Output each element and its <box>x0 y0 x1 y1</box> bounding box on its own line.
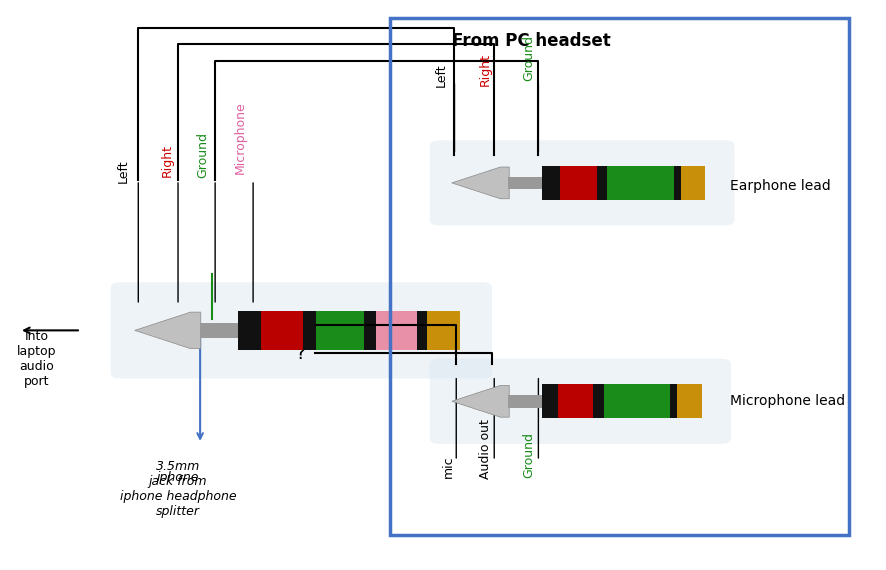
Text: Microphone lead: Microphone lead <box>730 394 845 408</box>
Bar <box>238 311 260 350</box>
Text: ?: ? <box>296 315 306 334</box>
Bar <box>199 323 238 337</box>
Text: Ground: Ground <box>196 132 209 177</box>
Text: ?: ? <box>296 344 306 363</box>
Text: Right: Right <box>160 144 174 177</box>
Bar <box>542 166 560 200</box>
Bar <box>677 384 702 418</box>
Text: Left: Left <box>116 160 129 184</box>
Text: Microphone: Microphone <box>234 101 247 174</box>
Text: 3.5mm
jack from
iphone headphone
splitter: 3.5mm jack from iphone headphone splitte… <box>120 460 237 518</box>
Text: Audio out: Audio out <box>478 420 492 479</box>
Bar <box>417 311 427 350</box>
Text: Earphone lead: Earphone lead <box>730 179 831 193</box>
Text: Left: Left <box>434 63 447 87</box>
Bar <box>558 384 593 418</box>
Text: Ground: Ground <box>523 432 536 478</box>
FancyBboxPatch shape <box>430 140 734 226</box>
Bar <box>427 311 460 350</box>
Bar <box>315 311 364 350</box>
Polygon shape <box>135 312 201 349</box>
Bar <box>673 166 680 200</box>
Bar <box>509 177 542 189</box>
Bar <box>509 395 542 408</box>
Bar <box>670 384 677 418</box>
Bar <box>260 311 303 350</box>
Text: Right: Right <box>478 53 492 86</box>
Bar <box>364 311 377 350</box>
Bar <box>593 384 603 418</box>
Text: iphone: iphone <box>157 471 199 484</box>
Bar <box>303 311 315 350</box>
Bar <box>377 311 417 350</box>
FancyBboxPatch shape <box>111 282 492 378</box>
Text: From PC headset: From PC headset <box>452 32 610 50</box>
Bar <box>607 166 673 200</box>
Bar <box>596 166 607 200</box>
Bar <box>603 384 670 418</box>
Bar <box>542 384 558 418</box>
Bar <box>680 166 705 200</box>
Text: Into
laptop
audio
port: Into laptop audio port <box>17 329 57 388</box>
Polygon shape <box>452 385 509 417</box>
Text: mic: mic <box>441 455 455 478</box>
Text: Ground: Ground <box>523 35 536 81</box>
Bar <box>560 166 596 200</box>
Polygon shape <box>452 167 509 199</box>
FancyBboxPatch shape <box>430 359 731 444</box>
